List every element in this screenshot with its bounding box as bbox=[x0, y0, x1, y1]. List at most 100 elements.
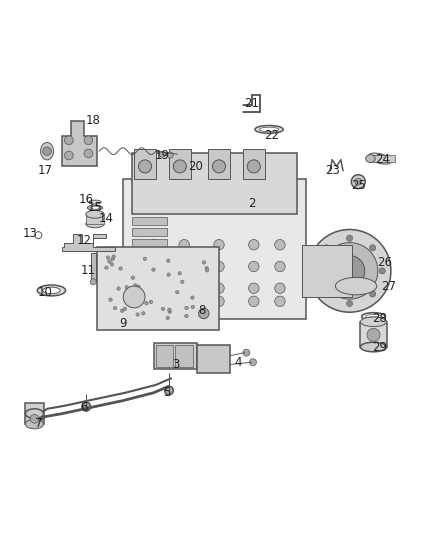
Circle shape bbox=[323, 245, 329, 251]
Circle shape bbox=[161, 307, 165, 311]
Circle shape bbox=[167, 152, 173, 158]
Circle shape bbox=[64, 136, 73, 144]
Circle shape bbox=[166, 259, 170, 262]
Text: 13: 13 bbox=[22, 228, 37, 240]
Bar bbox=[132, 272, 167, 279]
Text: 19: 19 bbox=[155, 149, 170, 162]
Bar bbox=[154, 343, 197, 369]
Circle shape bbox=[149, 300, 153, 304]
Circle shape bbox=[249, 296, 259, 306]
Text: 16: 16 bbox=[79, 192, 94, 206]
Circle shape bbox=[145, 302, 148, 305]
Bar bbox=[302, 245, 352, 297]
Bar bbox=[91, 254, 96, 282]
Bar bbox=[132, 239, 167, 247]
Circle shape bbox=[214, 296, 224, 306]
Circle shape bbox=[141, 312, 145, 315]
Circle shape bbox=[105, 266, 108, 269]
Circle shape bbox=[275, 296, 285, 306]
Circle shape bbox=[179, 296, 189, 306]
Ellipse shape bbox=[368, 153, 392, 164]
Circle shape bbox=[185, 306, 188, 310]
Ellipse shape bbox=[25, 419, 44, 429]
Bar bbox=[176, 345, 193, 367]
Polygon shape bbox=[62, 120, 97, 166]
Text: 5: 5 bbox=[163, 386, 170, 399]
Text: 8: 8 bbox=[198, 303, 205, 317]
Circle shape bbox=[110, 263, 113, 266]
Text: 24: 24 bbox=[374, 154, 390, 166]
Text: 27: 27 bbox=[381, 280, 396, 293]
Bar bbox=[156, 345, 173, 367]
Circle shape bbox=[173, 160, 186, 173]
Circle shape bbox=[351, 175, 365, 189]
Circle shape bbox=[148, 283, 159, 294]
Bar bbox=[134, 149, 156, 180]
Circle shape bbox=[125, 286, 128, 289]
Text: 28: 28 bbox=[373, 312, 388, 325]
Ellipse shape bbox=[86, 211, 104, 218]
Circle shape bbox=[205, 266, 208, 270]
Circle shape bbox=[370, 245, 376, 251]
Ellipse shape bbox=[25, 409, 44, 418]
Circle shape bbox=[202, 261, 206, 264]
Circle shape bbox=[275, 283, 285, 294]
Ellipse shape bbox=[259, 127, 279, 132]
Circle shape bbox=[179, 239, 189, 250]
Circle shape bbox=[247, 160, 260, 173]
Text: 20: 20 bbox=[187, 160, 202, 173]
Text: 29: 29 bbox=[373, 341, 388, 353]
Circle shape bbox=[243, 349, 250, 356]
Circle shape bbox=[214, 261, 224, 272]
Bar bbox=[123, 180, 306, 319]
Circle shape bbox=[180, 280, 184, 284]
Circle shape bbox=[111, 257, 114, 261]
Circle shape bbox=[109, 298, 112, 301]
Text: 9: 9 bbox=[120, 317, 127, 329]
Circle shape bbox=[323, 291, 329, 297]
Circle shape bbox=[113, 306, 117, 310]
Circle shape bbox=[367, 328, 380, 341]
Text: 22: 22 bbox=[264, 130, 279, 142]
Text: 7: 7 bbox=[35, 417, 42, 430]
Ellipse shape bbox=[91, 206, 99, 209]
Circle shape bbox=[205, 269, 209, 272]
Circle shape bbox=[159, 151, 166, 157]
Circle shape bbox=[185, 314, 188, 318]
Bar bbox=[208, 149, 230, 180]
Text: 18: 18 bbox=[85, 114, 100, 127]
Bar bbox=[369, 155, 395, 162]
Circle shape bbox=[137, 285, 140, 289]
Circle shape bbox=[112, 255, 115, 258]
Circle shape bbox=[346, 301, 353, 306]
Bar bbox=[169, 149, 191, 180]
Bar bbox=[360, 322, 387, 347]
Bar bbox=[132, 250, 167, 258]
Circle shape bbox=[166, 316, 170, 320]
Bar bbox=[86, 214, 104, 224]
Circle shape bbox=[117, 287, 120, 290]
Circle shape bbox=[308, 230, 391, 312]
Polygon shape bbox=[62, 234, 115, 251]
Ellipse shape bbox=[37, 285, 66, 296]
Ellipse shape bbox=[89, 200, 101, 204]
Circle shape bbox=[249, 239, 259, 250]
Circle shape bbox=[84, 136, 93, 144]
Circle shape bbox=[214, 239, 224, 250]
Circle shape bbox=[249, 283, 259, 294]
Circle shape bbox=[176, 290, 179, 294]
Circle shape bbox=[143, 257, 147, 261]
Ellipse shape bbox=[360, 342, 387, 352]
Circle shape bbox=[138, 160, 152, 173]
Ellipse shape bbox=[41, 142, 53, 160]
Circle shape bbox=[119, 267, 122, 270]
Ellipse shape bbox=[87, 205, 102, 211]
Text: 4: 4 bbox=[235, 356, 242, 369]
Circle shape bbox=[43, 147, 51, 156]
Text: 10: 10 bbox=[38, 286, 53, 299]
Ellipse shape bbox=[360, 317, 387, 327]
Ellipse shape bbox=[43, 287, 60, 294]
Ellipse shape bbox=[255, 125, 283, 133]
Bar bbox=[243, 149, 265, 180]
Circle shape bbox=[212, 160, 226, 173]
